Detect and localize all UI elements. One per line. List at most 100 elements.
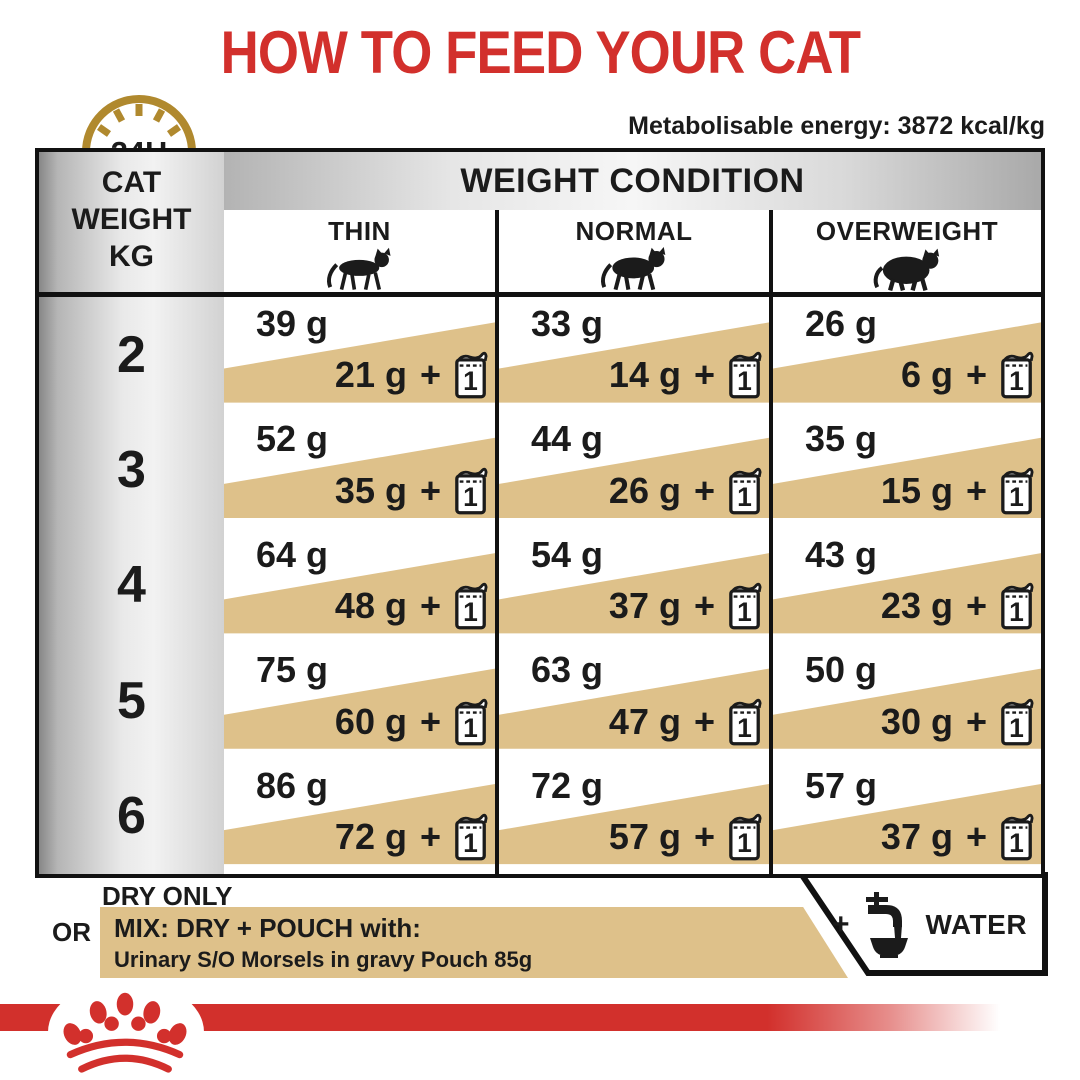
plus-sign: + (693, 815, 715, 857)
pouch-icon: 1 (1001, 467, 1034, 515)
energy-note: Metabolisable energy: 3872 kcal/kg (628, 112, 1045, 140)
table-row: 5 75 g 60 g + 1 63 g 47 g + 1 50 g 30 g + 1 (39, 643, 1041, 758)
water-faucet-icon (865, 892, 908, 958)
overweight-label: OVERWEIGHT (815, 216, 999, 246)
pouch-icon: 1 (729, 352, 762, 399)
cell-overweight: 50 g 30 g + 1 (773, 643, 1041, 758)
mix-amount: 72 g + 1 (335, 812, 488, 862)
dry-amount: 33 g (531, 303, 604, 344)
plus-sign: + (693, 585, 715, 627)
table-row: 4 64 g 48 g + 1 54 g 37 g + 1 43 g 23 g + 1 (39, 528, 1041, 643)
mix-amount: 30 g + 1 (881, 697, 1034, 747)
cell-thin: 39 g 21 g + 1 (224, 297, 495, 412)
pouch-icon: 1 (455, 352, 488, 399)
mix-amount: 6 g + 1 (901, 350, 1034, 400)
header-divider (39, 292, 1041, 297)
dry-amount: 54 g (531, 533, 604, 575)
pouch-count: 1 (1009, 597, 1024, 627)
mix-value: 60 g (334, 700, 407, 742)
plus-sign: + (965, 354, 987, 396)
or-label: OR (52, 917, 91, 947)
pouch-count: 1 (1009, 828, 1024, 858)
page-title: HOW TO FEED YOUR CAT (0, 18, 1080, 87)
mix-value: 15 g (880, 469, 953, 511)
mix-value: 37 g (608, 585, 681, 627)
dry-amount: 86 g (256, 764, 329, 806)
cat-weight-value: 4 (117, 556, 146, 615)
dry-amount: 52 g (256, 418, 329, 460)
weight-header-line: CAT (101, 166, 162, 199)
pouch-count: 1 (737, 597, 752, 627)
dry-amount: 26 g (805, 303, 878, 344)
table-row: 3 52 g 35 g + 1 44 g 26 g + 1 35 g 15 g + 1 (39, 412, 1041, 527)
pouch-icon: 1 (1001, 698, 1034, 745)
cat-weight-value: 2 (117, 325, 146, 384)
cell-thin: 86 g 72 g + 1 (224, 759, 495, 874)
column-header-overweight: OVERWEIGHT (773, 210, 1041, 292)
pouch-icon: 1 (455, 582, 488, 630)
table-row: 6 86 g 72 g + 1 72 g 57 g + 1 57 g 37 g + 1 (39, 759, 1041, 874)
dry-amount: 35 g (805, 418, 878, 460)
feeding-table: WEIGHT CONDITION CAT WEIGHT KG THIN (35, 148, 1045, 878)
plus-sign: + (419, 469, 441, 511)
dry-amount: 64 g (256, 533, 329, 575)
weight-header-line: WEIGHT (71, 203, 192, 236)
mix-amount: 37 g + 1 (881, 812, 1034, 862)
column-divider (495, 210, 499, 874)
water-label: WATER (925, 909, 1028, 940)
cell-thin: 75 g 60 g + 1 (224, 643, 495, 758)
column-divider (769, 210, 773, 874)
dry-amount: 44 g (531, 418, 604, 460)
mix-amount: 14 g + 1 (609, 350, 762, 400)
mix-amount: 26 g + 1 (609, 466, 762, 516)
mix-amount: 35 g + 1 (335, 466, 488, 516)
mix-value: 48 g (334, 585, 407, 627)
mix-value: 23 g (880, 585, 953, 627)
cell-normal: 63 g 47 g + 1 (499, 643, 769, 758)
column-header-normal: NORMAL (499, 210, 769, 292)
plus-sign: + (693, 354, 715, 396)
cell-thin: 52 g 35 g + 1 (224, 412, 495, 527)
pouch-icon: 1 (729, 813, 762, 861)
mix-value: 47 g (608, 700, 681, 742)
mix-legend-band: MIX: DRY + POUCH with: Urinary S/O Morse… (100, 907, 848, 978)
pouch-icon: 1 (729, 467, 762, 515)
cell-overweight: 35 g 15 g + 1 (773, 412, 1041, 527)
mix-value: 30 g (880, 700, 953, 742)
plus-sign: + (965, 815, 987, 857)
cell-normal: 33 g 14 g + 1 (499, 297, 769, 412)
weight-header-line: KG (109, 240, 154, 273)
normal-cat-icon (601, 247, 666, 291)
cell-normal: 44 g 26 g + 1 (499, 412, 769, 527)
mix-value: 35 g (334, 469, 407, 511)
mix-amount: 37 g + 1 (609, 581, 762, 631)
pouch-icon: 1 (729, 698, 762, 745)
cell-overweight: 26 g 6 g + 1 (773, 297, 1041, 412)
weight-column-background (39, 152, 224, 874)
mix-value: 6 g (900, 354, 953, 396)
condition-header: WEIGHT CONDITION (224, 152, 1041, 210)
pouch-count: 1 (737, 482, 752, 512)
mix-amount: 48 g + 1 (335, 581, 488, 631)
mix-amount: 60 g + 1 (335, 697, 488, 747)
cell-thin: 64 g 48 g + 1 (224, 528, 495, 643)
pouch-count: 1 (1009, 713, 1024, 743)
plus-sign: + (419, 585, 441, 627)
mix-value: 57 g (608, 815, 681, 857)
pouch-count: 1 (463, 713, 478, 743)
pouch-icon: 1 (455, 813, 488, 861)
mix-value: 26 g (608, 469, 681, 511)
pouch-icon: 1 (1001, 813, 1034, 861)
dry-amount: 63 g (531, 649, 604, 691)
pouch-icon: 1 (1001, 582, 1034, 630)
plus-sign: + (419, 354, 441, 396)
crown-paw-logo-icon (58, 988, 192, 1080)
weight-column-header: CAT WEIGHT KG (39, 164, 224, 275)
cat-weight-value: 3 (117, 441, 146, 500)
plus-sign: + (693, 469, 715, 511)
mix-amount: 15 g + 1 (881, 466, 1034, 516)
cell-normal: 54 g 37 g + 1 (499, 528, 769, 643)
pouch-count: 1 (463, 482, 478, 512)
cell-overweight: 57 g 37 g + 1 (773, 759, 1041, 874)
